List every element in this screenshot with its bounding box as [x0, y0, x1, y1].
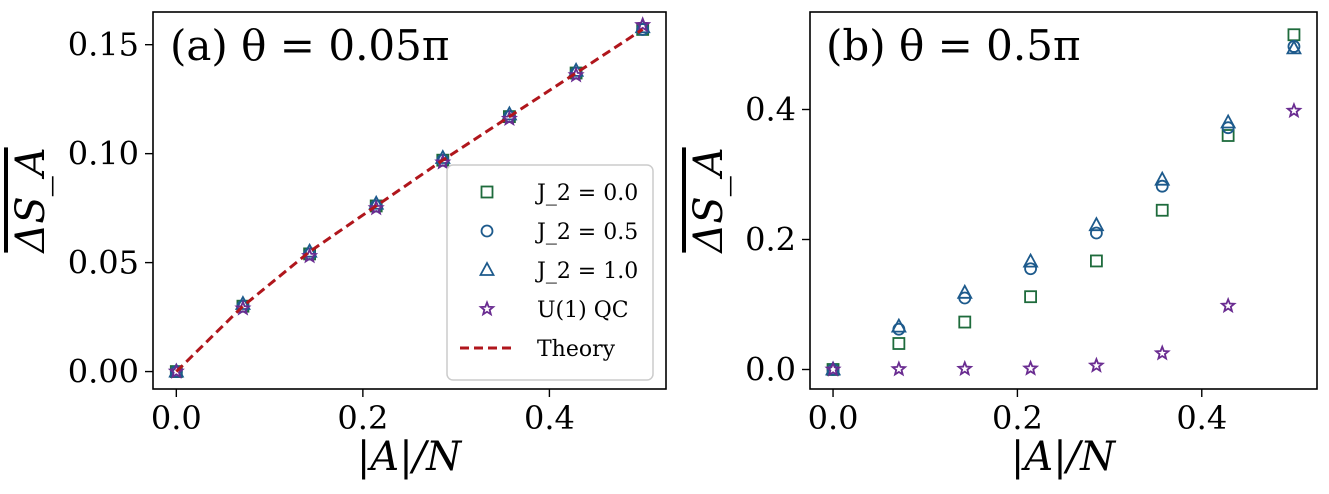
panel-a-x-tick-label: 0.0 — [151, 399, 202, 437]
panel-a-y-tick-label: 0.00 — [68, 353, 139, 391]
panel-a-x-tick-label: 0.4 — [524, 399, 575, 437]
panel-a-point-star — [500, 109, 518, 127]
panel-b-point-square — [1090, 254, 1103, 268]
panel-b-point-star — [1022, 359, 1040, 376]
legend-label: U(1) QC — [537, 298, 629, 323]
panel-a-point-star — [234, 299, 252, 316]
legend-frame — [446, 164, 654, 381]
panel-b-y-tick-label: 0.2 — [745, 221, 796, 259]
panel-a: (a) θ = 0.05π |A|/N ΔS_A 0.0 0.2 0.40.000.… — [8, 11, 667, 480]
panel-b-point-square — [1155, 203, 1169, 217]
panel-b-x-tick-label: 0.0 — [808, 399, 859, 437]
panel-b-point-square — [1024, 290, 1037, 304]
panel-a-y-tick-label: 0.05 — [68, 244, 139, 282]
panel-b-point-circle — [1024, 262, 1037, 276]
panel-a-ticks: 0.0 0.2 0.4 0.00 0.05 0.10 0.15 — [68, 26, 575, 437]
panel-b-point-square — [958, 315, 972, 329]
legend-label: J_2 = 0.0 — [535, 181, 638, 206]
panel-b-point-star — [1153, 344, 1171, 361]
panel-b-ticks: 0.0 0.2 0.4 0.0 0.2 0.4 — [745, 91, 1227, 438]
panel-b-point-circle — [1090, 226, 1103, 240]
panel-a-marks — [167, 16, 652, 379]
panel-b-point-star — [1285, 101, 1303, 119]
panel-b-point-triangle — [1285, 39, 1302, 55]
panel-b-y-tick-label: 0.0 — [745, 351, 796, 389]
panel-b-point-square — [892, 337, 906, 350]
panel-a-frame — [152, 11, 667, 390]
panel-a-point-star — [634, 16, 652, 33]
panel-b-x-axis-label: |A|/N — [1011, 434, 1117, 480]
panel-a-point-star — [434, 153, 452, 170]
legend-marker-triangle — [478, 261, 496, 276]
panel-a-y-tick-label: 0.15 — [68, 26, 139, 64]
legend-marker-square — [480, 185, 494, 199]
panel-b-y-tick-label: 0.4 — [745, 91, 796, 129]
panel-a-y-tick-label: 0.10 — [68, 135, 139, 173]
panel-a-point-star — [167, 362, 185, 379]
panel-a-point-triangle — [368, 194, 385, 210]
panel-b-point-triangle — [1088, 216, 1105, 232]
panel-b-point-triangle — [825, 360, 842, 376]
panel-b-point-star — [1087, 356, 1105, 373]
panel-b-y-axis-label: ΔS_A — [686, 147, 732, 254]
panel-a-point-star — [567, 66, 585, 83]
panel-b-frame — [809, 11, 1318, 390]
panel-b-point-triangle — [890, 317, 907, 333]
legend-marker-circle — [480, 224, 494, 238]
panel-a-point-triangle — [168, 362, 185, 378]
panel-b: (b) θ = 0.5π |A|/N ΔS_A 0.0 0.2 0.40.00.20… — [686, 11, 1318, 480]
panel-a-point-star — [367, 199, 385, 216]
panel-a-y-axis-label: ΔS_A — [8, 147, 54, 254]
panel-b-point-square — [1287, 28, 1301, 42]
panel-a-point-triangle — [434, 149, 451, 164]
legend-label: J_2 = 1.0 — [535, 259, 638, 284]
panel-a-theory-line — [175, 28, 644, 373]
panel-b-point-triangle — [1022, 252, 1039, 268]
panel-b-point-star — [890, 360, 908, 377]
panel-b-point-star — [956, 359, 974, 377]
legend-label: Theory — [537, 337, 616, 362]
panel-b-point-star — [824, 360, 842, 377]
panel-a-legend: J_2 = 0.0 J_2 = 0.5 J_2 = 1.0 U(1) QC Theory — [446, 164, 654, 381]
panel-b-point-triangle — [1154, 170, 1171, 186]
panel-b-point-star — [1219, 296, 1237, 314]
panel-b-marks — [824, 28, 1303, 377]
panel-b-point-circle — [1155, 179, 1169, 193]
panel-a-point-triangle — [234, 295, 251, 310]
panel-a-x-axis-label: |A|/N — [357, 434, 463, 480]
panel-b-x-tick-label: 0.2 — [992, 399, 1043, 437]
panel-b-x-tick-label: 0.4 — [1176, 399, 1227, 437]
panel-b-point-square — [1221, 129, 1235, 142]
panel-b-point-triangle — [1220, 113, 1237, 129]
legend-marker-star — [478, 300, 496, 317]
panel-a-title: (a) θ = 0.05π — [170, 21, 449, 70]
panel-a-x-tick-label: 0.2 — [337, 399, 388, 437]
panel-b-point-triangle — [956, 283, 973, 299]
legend-label: J_2 = 0.5 — [535, 220, 638, 245]
panel-b-title: (b) θ = 0.5π — [826, 21, 1081, 70]
